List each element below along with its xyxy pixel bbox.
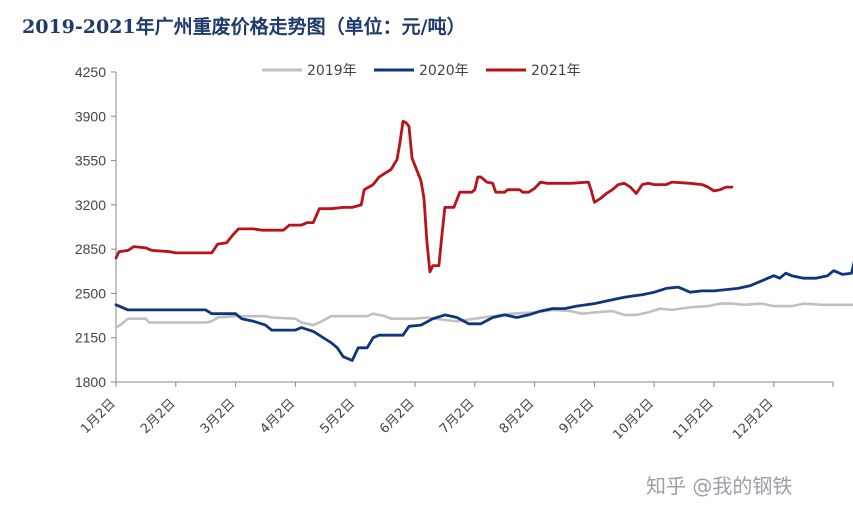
y-tick-label: 3550 xyxy=(75,153,106,169)
y-tick-label: 3900 xyxy=(75,108,106,124)
series-layer xyxy=(114,119,853,362)
y-tick-label: 4250 xyxy=(75,64,106,80)
legend: 2019年 2020年 2021年 xyxy=(262,63,581,79)
x-tick-label: 12月2日 xyxy=(730,396,777,443)
legend-label-0: 2019年 xyxy=(307,63,357,79)
x-axis-ticks: 1月2日 2月2日 3月2日 4月2日 5月2日 6月2日 7月2日 8月2日 9月2日 10月2… xyxy=(78,382,834,443)
y-tick-label: 2500 xyxy=(75,285,106,301)
x-tick-label: 2月2日 xyxy=(138,396,179,437)
x-tick-label: 4月2日 xyxy=(258,396,299,437)
y-tick-label: 1800 xyxy=(75,374,106,390)
x-tick-label: 5月2日 xyxy=(317,396,358,437)
y-axis-ticks: 1800 2150 2500 2850 3200 3550 3900 4250 xyxy=(75,64,116,390)
watermark: 知乎 @我的钢铁 xyxy=(646,474,793,498)
series-line-2 xyxy=(114,119,734,274)
x-tick-label: 10月2日 xyxy=(610,396,657,443)
chart-title: 2019-2021年广州重废价格走势图（单位：元/吨） xyxy=(22,16,466,38)
series-line-0 xyxy=(114,302,853,329)
axes xyxy=(115,72,833,383)
x-tick-label: 11月2日 xyxy=(670,396,717,443)
x-tick-label: 1月2日 xyxy=(78,396,119,437)
y-tick-label: 2850 xyxy=(75,241,106,257)
legend-label-1: 2020年 xyxy=(419,63,469,79)
x-tick-label: 6月2日 xyxy=(377,396,418,437)
y-tick-label: 3200 xyxy=(75,197,106,213)
y-tick-label: 2150 xyxy=(75,330,106,346)
x-tick-label: 3月2日 xyxy=(198,396,239,437)
x-tick-label: 8月2日 xyxy=(497,396,538,437)
x-tick-label: 7月2日 xyxy=(437,396,478,437)
series-line-1 xyxy=(114,260,853,362)
legend-label-2: 2021年 xyxy=(531,63,581,79)
x-tick-label: 9月2日 xyxy=(557,396,598,437)
